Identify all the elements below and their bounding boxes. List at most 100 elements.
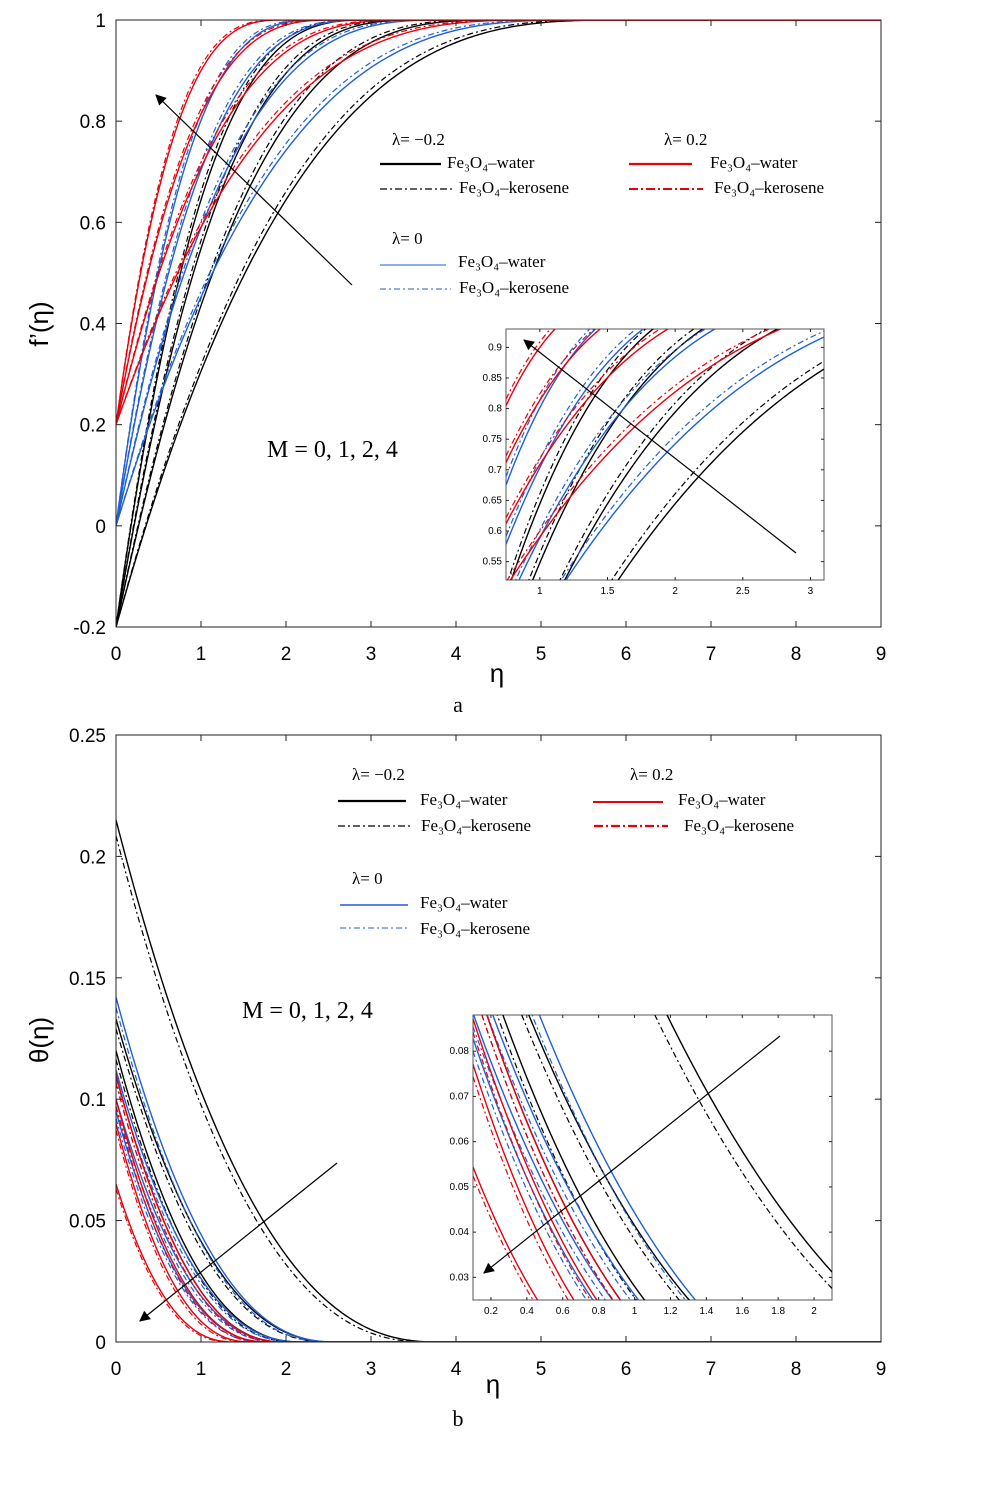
panel-a-xtick-label: 1: [196, 644, 207, 665]
panel-b-inset-ytick-label: 0.08: [450, 1046, 470, 1057]
panel-b-curve-lambda-0-M0-water: [116, 997, 881, 1342]
panel-b-xtick-label: 2: [281, 1359, 292, 1380]
panel-b-curve-lambda--0.2-M0-water: [116, 819, 881, 1342]
panel-b-inset-xtick-label: 2: [811, 1306, 817, 1317]
legend-a-pos-kero: Fe₃O₄–kerosene: [714, 178, 824, 197]
panel-a-xtick-label: 9: [876, 644, 887, 665]
panel-b-inset-curve-lambda-0-M4-kerosene: [473, 1051, 588, 1300]
legend-b-zero-kero: Fe₃O₄–kerosene: [420, 919, 530, 938]
legend-b-title-zero: λ= 0: [352, 869, 383, 888]
panel-a-ytick-label: 0.2: [80, 416, 106, 437]
panel-a-inset-curve-lambda-0.2-M2-kerosene: [506, 329, 662, 519]
panel-b-inset-curve-lambda-0-M2-water: [473, 1015, 614, 1300]
panel-a-curve-lambda-0-M0-water: [116, 20, 881, 526]
panel-a-legend: λ= −0.2 Fe₃O₄–water Fe₃O₄–kerosene λ= 0.…: [380, 130, 824, 297]
panel-b-curve-lambda--0.2-M1-water: [116, 1018, 881, 1342]
panel-a-curve-lambda-0-M4-kerosene: [116, 20, 881, 527]
panel-b-curve-lambda-0-M1-water: [116, 1069, 881, 1342]
panel-a-inset-ytick-label: 0.85: [483, 373, 503, 384]
legend-a-neg-water: Fe₃O₄–water: [447, 153, 535, 172]
panel-b-xtick-label: 3: [366, 1359, 377, 1380]
panel-b-xtick-label: 4: [451, 1359, 462, 1380]
panel-a-curve-lambda-0-M1-water: [116, 20, 881, 526]
panel-a-curve-lambda--0.2-M4-water: [116, 20, 881, 627]
panel-b-inset-ticks: 0.2 0.4 0.6 0.8 1 1.2 1.4 1.6 1.8 2 0.03 0.04 0.05 0.…: [450, 1015, 832, 1317]
panel-b-xtick-label: 7: [706, 1359, 717, 1380]
panel-a-curve-lambda-0-M2-water: [116, 20, 881, 526]
panel-b-inset-curve-lambda-0.2-M0-kerosene: [481, 1015, 614, 1300]
panel-b-ytick-label: 0.1: [80, 1090, 106, 1111]
panel-b-inset-ytick-label: 0.07: [450, 1091, 470, 1102]
panel-b-curve-lambda-0-M1-kerosene: [116, 1078, 881, 1342]
panel-a-ytick-label: 0.8: [80, 112, 106, 133]
panel-b-inset-curve-lambda-0.2-M1-kerosene: [473, 1032, 592, 1300]
panel-a-curve-lambda-0.2-M1-water: [116, 20, 881, 425]
panel-b-xtick-label: 0: [111, 1359, 122, 1380]
panel-a-inset-curve-lambda-0.2-M4-kerosene: [506, 329, 771, 580]
panel-b-ytick-label: 0.15: [69, 969, 106, 990]
panel-a-curve-lambda--0.2-M4-kerosene: [116, 20, 881, 627]
panel-a-curve-lambda-0-M0-kerosene: [116, 20, 881, 526]
panel-b-legend: λ= −0.2 Fe₃O₄–water Fe₃O₄–kerosene λ= 0.…: [338, 765, 794, 938]
panel-a-ytick-label: 1: [95, 11, 106, 32]
panel-a-ylabel: f’(η): [24, 301, 54, 346]
panel-a-curve-lambda-0.2-M2-water: [116, 20, 881, 425]
panel-a-inset-curve-lambda--0.2-M0-kerosene: [507, 329, 647, 580]
panel-b-curve-lambda-0.2-M1-water: [116, 1099, 881, 1342]
panel-b-curve-lambda-0-M2-kerosene: [116, 1106, 881, 1342]
panel-b-xlabel: η: [486, 1369, 500, 1399]
panel-b-inset-box: [472, 1014, 833, 1301]
panel-b-inset: 0.2 0.4 0.6 0.8 1 1.2 1.4 1.6 1.8 2 0.03 0.04 0.05 0.…: [450, 1014, 833, 1317]
panel-a-inset-curve-lambda--0.2-M2-water: [563, 329, 779, 580]
panel-a-trend-arrow: [155, 94, 353, 286]
panel-b-inset-ytick-label: 0.04: [450, 1227, 470, 1238]
legend-a-zero-kero: Fe₃O₄–kerosene: [459, 278, 569, 297]
panel-a-curve-lambda-0-M2-kerosene: [116, 20, 881, 526]
panel-a-ytick-label: 0: [95, 517, 106, 538]
panel-a-inset-curve-lambda--0.2-M4-water: [617, 368, 824, 580]
panel-b-xtick-label: 9: [876, 1359, 887, 1380]
panel-b-ytick-label: 0.2: [80, 847, 106, 868]
panel-a-inset-ytick-label: 0.75: [483, 434, 503, 445]
panel-b-curve-lambda--0.2-M2-water: [116, 1050, 881, 1342]
panel-a-inset-curve-lambda-0.2-M2-water: [506, 329, 670, 525]
panel-b-inset-curve-lambda-0.2-M1-water: [473, 1018, 598, 1300]
panel-b-xtick-label: 5: [536, 1359, 547, 1380]
panel-a-xtick-label: 2: [281, 644, 292, 665]
panel-b-ytick-label: 0: [95, 1333, 106, 1354]
panel-b-inset-curve-lambda-0.2-M4-water: [473, 1166, 539, 1300]
panel-a-inset-xtick-label: 2.5: [736, 586, 750, 597]
panel-a-xtick-label: 4: [451, 644, 462, 665]
panel-a-inset-curve-lambda--0.2-M2-kerosene: [559, 329, 768, 580]
panel-b-inset-curve-lambda--0.2-M0-kerosene: [654, 1015, 832, 1289]
panel-b-inset-curves: [473, 1015, 832, 1300]
panel-b-ylabel: θ(η): [24, 1017, 54, 1063]
panel-a-inset-curve-lambda-0-M4-water: [565, 336, 824, 580]
panel-a-ytick-label: 0.6: [80, 213, 106, 234]
panel-a-inset-curve-lambda-0.2-M4-water: [509, 329, 783, 580]
panel-b-inset-xtick-label: 1.2: [663, 1306, 677, 1317]
panel-a-xtick-label: 0: [111, 644, 122, 665]
panel-a-ticks: 0 1 2 3 4 5 6 7 8 9-0.200.20.40.60.81: [73, 11, 886, 665]
panel-a-annotation: M = 0, 1, 2, 4: [267, 437, 398, 463]
panel-b-inset-xtick-label: 1.8: [771, 1306, 785, 1317]
panel-a-curve-lambda--0.2-M0-kerosene: [116, 20, 881, 627]
panel-b-curve-lambda-0.2-M1-kerosene: [116, 1106, 881, 1342]
panel-a-curve-lambda-0-M4-water: [116, 20, 881, 527]
panel-a-inset-xtick-label: 1: [537, 586, 543, 597]
panel-b-inset-arrow: [483, 1035, 781, 1274]
panel-a-xtick-label: 5: [536, 644, 547, 665]
panel-b-ytick-label: 0.05: [69, 1212, 106, 1233]
panel-a-inset-ytick-label: 0.7: [488, 465, 502, 476]
legend-b-pos-kero: Fe₃O₄–kerosene: [684, 816, 794, 835]
panel-b-inset-ytick-label: 0.03: [450, 1272, 470, 1283]
panel-a-curve-lambda--0.2-M1-water: [116, 20, 881, 627]
panel-a-inset-xtick-label: 3: [808, 586, 814, 597]
panel-a-xlabel: η: [490, 658, 504, 688]
legend-b-pos-water: Fe₃O₄–water: [678, 790, 766, 809]
panel-a: 0 1 2 3 4 5 6 7 8 9-0.200.20.40.60.81 f’(η) η a M…: [24, 11, 886, 717]
legend-a-title-neg: λ= −0.2: [392, 130, 445, 149]
panel-a-curve-lambda--0.2-M2-water: [116, 20, 881, 627]
panel-b-inset-xtick-label: 0.4: [520, 1306, 534, 1317]
panel-a-ytick-label: 0.4: [80, 315, 107, 336]
